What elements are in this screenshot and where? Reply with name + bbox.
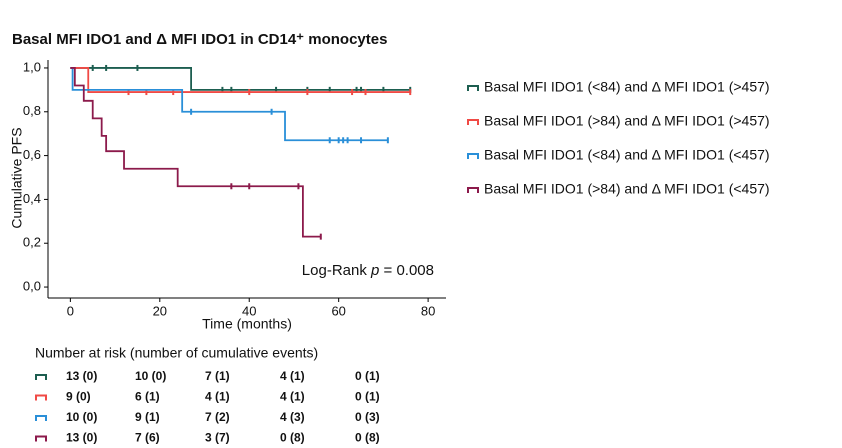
legend-label: Basal MFI IDO1 (>84) and Δ MFI IDO1 (>45… <box>484 113 770 129</box>
annotation-text: = 0.008 <box>379 262 434 279</box>
legend-icon <box>467 119 479 125</box>
risk-cell: 13 (0) <box>66 369 97 383</box>
risk-cell: 4 (3) <box>280 410 305 424</box>
risk-cell: 10 (0) <box>135 369 166 383</box>
risk-cell: 9 (1) <box>135 410 160 424</box>
risk-row-icon <box>35 415 47 421</box>
risk-cell: 7 (6) <box>135 431 160 445</box>
y-tick-label: 0,4 <box>23 191 41 206</box>
x-tick-label: 0 <box>67 303 74 318</box>
survival-curve <box>70 67 388 142</box>
y-tick-label: 0,0 <box>23 278 41 293</box>
y-axis-label: Cumulative PFS <box>9 127 25 228</box>
risk-cell: 13 (0) <box>66 431 97 445</box>
annotation: Log-Rank p = 0.008 <box>302 262 434 279</box>
risk-cell: 9 (0) <box>66 390 91 404</box>
survival-curve <box>70 67 321 238</box>
survival-curve <box>70 67 411 91</box>
legend-icon <box>467 187 479 193</box>
legend-icon <box>467 153 479 159</box>
x-tick-label: 40 <box>242 303 256 318</box>
risk-cell: 0 (8) <box>280 431 305 445</box>
risk-cell: 4 (1) <box>205 390 230 404</box>
annotation-text: Log-Rank <box>302 262 371 279</box>
x-tick-label: 80 <box>421 303 435 318</box>
risk-cell: 0 (8) <box>355 431 380 445</box>
y-tick-label: 0,6 <box>23 147 41 162</box>
legend-icon <box>467 85 479 91</box>
risk-row-icon <box>35 435 47 442</box>
annotation-text: p <box>370 262 379 279</box>
risk-cell: 0 (1) <box>355 369 380 383</box>
survival-curve <box>70 67 411 93</box>
risk-row-icon <box>35 374 47 380</box>
risk-cell: 10 (0) <box>66 410 97 424</box>
x-tick-label: 20 <box>153 303 167 318</box>
risk-cell: 7 (2) <box>205 410 230 424</box>
risk-cell: 4 (1) <box>280 369 305 383</box>
y-tick-label: 0,2 <box>23 235 41 250</box>
legend-label: Basal MFI IDO1 (<84) and Δ MFI IDO1 (<45… <box>484 147 770 163</box>
x-tick-label: 60 <box>331 303 345 318</box>
legend-label: Basal MFI IDO1 (>84) and Δ MFI IDO1 (<45… <box>484 181 770 197</box>
y-tick-label: 0,8 <box>23 103 41 118</box>
risk-table-title: Number at risk (number of cumulative eve… <box>35 345 318 361</box>
x-axis-label: Time (months) <box>202 316 292 332</box>
risk-cell: 4 (1) <box>280 390 305 404</box>
risk-cell: 6 (1) <box>135 390 160 404</box>
chart-title: Basal MFI IDO1 and Δ MFI IDO1 in CD14⁺ m… <box>12 31 387 48</box>
risk-row-icon <box>35 394 47 401</box>
risk-cell: 0 (1) <box>355 390 380 404</box>
risk-cell: 3 (7) <box>205 431 230 445</box>
y-tick-label: 1,0 <box>23 59 41 74</box>
risk-cell: 0 (3) <box>355 410 380 424</box>
legend-label: Basal MFI IDO1 (<84) and Δ MFI IDO1 (>45… <box>484 79 770 95</box>
risk-cell: 7 (1) <box>205 369 230 383</box>
